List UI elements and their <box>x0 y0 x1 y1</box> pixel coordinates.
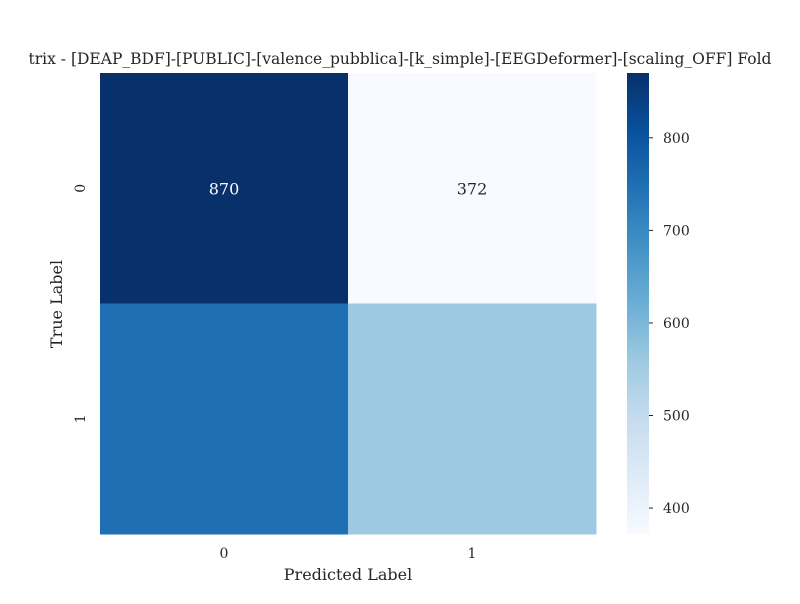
heatmap-cell-0-0 <box>100 73 349 304</box>
cell-value-label-0-1: 372 <box>457 179 488 198</box>
x-tick-label-1: 1 <box>468 546 477 562</box>
y-axis-ticks: 01 <box>73 184 89 423</box>
heatmap-cell-0-1 <box>348 73 597 304</box>
colorbar-ticks: 400 500 600 700 800 <box>649 131 690 517</box>
colorbar <box>627 73 649 534</box>
x-axis-label: Predicted Label <box>284 565 412 584</box>
heatmap-cells <box>100 73 597 535</box>
y-tick-label-1: 1 <box>73 414 89 423</box>
colorbar-tick-label-800: 800 <box>663 131 690 147</box>
y-tick-label-0: 0 <box>73 184 89 193</box>
y-axis-label: True Label <box>47 260 66 348</box>
x-tick-label-0: 0 <box>220 546 229 562</box>
cell-value-label-0-0: 870 <box>209 179 240 198</box>
heatmap-cell-1-0 <box>100 303 349 535</box>
heatmap-annotations: 870 372 <box>209 179 488 198</box>
colorbar-tick-label-400: 400 <box>663 501 690 517</box>
colorbar-tick-label-600: 600 <box>663 316 690 332</box>
heatmap-cell-1-1 <box>348 303 597 535</box>
colorbar-gradient <box>627 73 649 534</box>
chart-title: trix - [DEAP_BDF]-[PUBLIC]-[valence_pubb… <box>29 50 772 68</box>
colorbar-tick-label-700: 700 <box>663 223 690 239</box>
colorbar-tick-label-500: 500 <box>663 409 690 425</box>
